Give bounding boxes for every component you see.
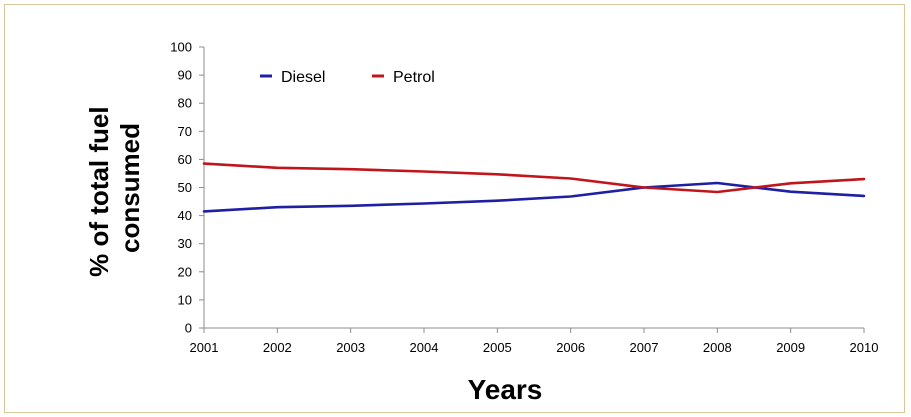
x-axis-label: Years: [468, 374, 543, 405]
x-tick-label: 2005: [483, 340, 512, 355]
y-tick-label: 50: [178, 180, 192, 195]
y-tick-label: 60: [178, 152, 192, 167]
y-tick-label: 80: [178, 96, 192, 111]
x-tick-label: 2009: [776, 340, 805, 355]
x-tick-label: 2007: [630, 340, 659, 355]
y-tick-label: 30: [178, 236, 192, 251]
y-tick-label: 20: [178, 264, 192, 279]
y-axis-label: % of total fuel consumed: [84, 99, 145, 277]
legend-label-petrol: Petrol: [393, 69, 435, 86]
y-axis-label-line-1: % of total fuel: [84, 106, 114, 276]
legend-label-diesel: Diesel: [281, 69, 325, 86]
y-tick-label: 10: [178, 292, 192, 307]
x-tick-label: 2003: [336, 340, 365, 355]
chart-frame: [4, 4, 905, 413]
x-tick-label: 2002: [263, 340, 292, 355]
legend: Diesel Petrol: [260, 69, 435, 86]
y-tick-label: 70: [178, 124, 192, 139]
y-tick-label: 100: [170, 40, 192, 55]
y-axis-label-line-2: consumed: [115, 123, 145, 253]
y-ticks: 0 10 20 30 40 50 60 70 80 90 100: [170, 40, 204, 336]
series-line-petrol: [202, 162, 866, 194]
x-tick-label: 2008: [703, 340, 732, 355]
y-tick-label: 90: [178, 68, 192, 83]
x-ticks: 2001 2002 2003 2004 2005 2006 2007 2008 2009 2010: [190, 328, 879, 355]
series-lines: [202, 162, 866, 213]
x-tick-label: 2006: [556, 340, 585, 355]
y-tick-label: 40: [178, 208, 192, 223]
x-tick-label: 2004: [410, 340, 439, 355]
x-tick-label: 2010: [850, 340, 879, 355]
y-tick-label: 0: [185, 321, 192, 336]
x-tick-label: 2001: [190, 340, 219, 355]
